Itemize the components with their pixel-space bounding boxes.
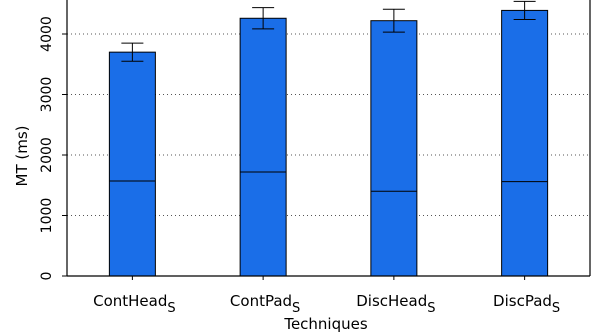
x-tick-label: ContPadS (230, 292, 300, 316)
bar (239, 17, 287, 277)
y-tick-label: 3000 (39, 77, 55, 113)
x-tick-label-subscript: S (552, 301, 560, 316)
y-tick-label: 1000 (39, 198, 55, 234)
inner-segment-lines (109, 171, 548, 192)
bar (108, 51, 156, 277)
error-bar (121, 42, 144, 62)
y-tick-label: 2000 (39, 137, 55, 173)
error-bar (252, 7, 275, 30)
x-tick-label-base: DiscHead (356, 292, 427, 310)
plot-frame (66, 0, 591, 277)
x-tick-label-subscript: S (427, 301, 435, 316)
x-axis-tick-labels: ContHeadS ContPadS DiscHeadS DiscPadS (93, 276, 560, 316)
y-tick-label: 0 (39, 272, 55, 281)
x-tick-label: DiscPadS (493, 292, 560, 316)
x-tick-label-base: DiscPad (493, 292, 552, 310)
error-bars (121, 0, 536, 62)
x-tick-label-base: ContHead (93, 292, 167, 310)
y-axis-label: MT (ms) (13, 125, 31, 186)
bars (108, 9, 549, 277)
x-tick-label: DiscHeadS (356, 292, 435, 316)
x-tick-label-base: ContPad (230, 292, 292, 310)
bar (370, 20, 418, 277)
y-tick-label: 4000 (39, 16, 55, 52)
error-bar (382, 8, 405, 33)
x-tick-label: ContHeadS (93, 292, 176, 316)
y-axis-ticks: 0 1000 2000 3000 4000 (39, 16, 67, 280)
error-bar (513, 0, 536, 20)
x-tick-label-subscript: S (167, 301, 175, 316)
x-tick-label-subscript: S (292, 301, 300, 316)
x-axis-label: Techniques (283, 315, 368, 332)
bar (501, 9, 549, 277)
